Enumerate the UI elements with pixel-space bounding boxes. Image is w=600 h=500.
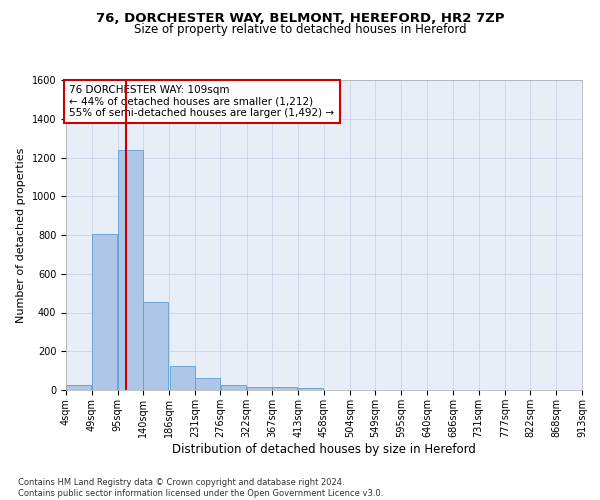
Bar: [170, 366, 194, 390]
Bar: [221, 385, 245, 390]
Text: Contains HM Land Registry data © Crown copyright and database right 2024.
Contai: Contains HM Land Registry data © Crown c…: [18, 478, 383, 498]
Text: Size of property relative to detached houses in Hereford: Size of property relative to detached ho…: [134, 22, 466, 36]
Bar: [118, 150, 143, 390]
X-axis label: Distribution of detached houses by size in Hereford: Distribution of detached houses by size …: [172, 442, 476, 456]
Bar: [92, 234, 117, 390]
Bar: [247, 386, 272, 390]
Bar: [298, 388, 323, 390]
Bar: [66, 385, 91, 390]
Bar: [143, 302, 169, 390]
Y-axis label: Number of detached properties: Number of detached properties: [16, 148, 26, 322]
Text: 76 DORCHESTER WAY: 109sqm
← 44% of detached houses are smaller (1,212)
55% of se: 76 DORCHESTER WAY: 109sqm ← 44% of detac…: [70, 85, 335, 118]
Bar: [195, 378, 220, 390]
Bar: [272, 388, 298, 390]
Text: 76, DORCHESTER WAY, BELMONT, HEREFORD, HR2 7ZP: 76, DORCHESTER WAY, BELMONT, HEREFORD, H…: [96, 12, 504, 26]
